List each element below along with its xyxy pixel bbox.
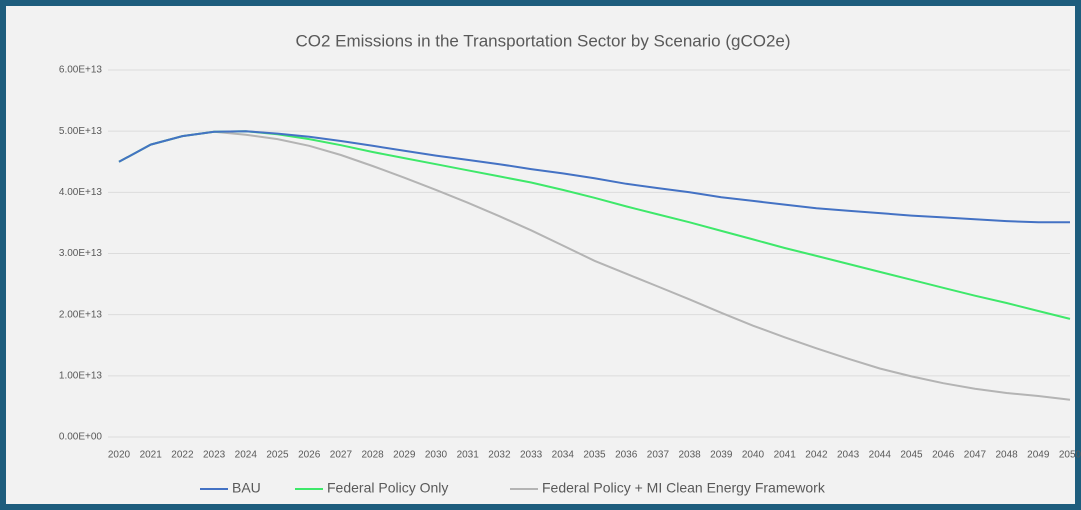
x-tick-label: 2024 (235, 450, 258, 461)
x-tick-label: 2027 (330, 450, 353, 461)
legend-label: BAU (232, 480, 261, 496)
x-tick-label: 2033 (520, 450, 543, 461)
y-tick-label: 1.00E+13 (59, 370, 103, 381)
x-tick-label: 2038 (678, 450, 701, 461)
y-tick-label: 6.00E+13 (59, 65, 103, 76)
x-tick-label: 2026 (298, 450, 321, 461)
x-tick-label: 2034 (552, 450, 575, 461)
x-tick-label: 2028 (361, 450, 384, 461)
x-tick-label: 2032 (488, 450, 511, 461)
series-line (118, 130, 1070, 224)
series-line (118, 130, 1071, 401)
x-tick-label: 2031 (457, 450, 480, 461)
x-tick-label: 2040 (742, 450, 765, 461)
x-tick-label: 2025 (266, 450, 289, 461)
y-tick-label: 5.00E+13 (59, 126, 103, 137)
x-tick-label: 2020 (108, 450, 131, 461)
x-tick-label: 2042 (805, 450, 828, 461)
x-tick-label: 2043 (837, 450, 860, 461)
x-tick-label: 2023 (203, 450, 226, 461)
x-tick-label: 2048 (995, 450, 1018, 461)
x-tick-label: 2036 (615, 450, 638, 461)
x-tick-label: 2035 (583, 450, 606, 461)
y-tick-label: 0.00E+00 (59, 432, 103, 443)
x-tick-label: 2046 (932, 450, 955, 461)
legend-label: Federal Policy + MI Clean Energy Framewo… (542, 480, 826, 496)
x-tick-label: 2041 (774, 450, 797, 461)
x-tick-label: 2044 (869, 450, 892, 461)
chart-title: CO2 Emissions in the Transportation Sect… (295, 31, 790, 50)
x-tick-label: 2050 (1059, 450, 1081, 461)
y-tick-label: 4.00E+13 (59, 187, 103, 198)
x-tick-label: 2021 (140, 450, 163, 461)
legend-label: Federal Policy Only (327, 480, 448, 496)
y-tick-label: 2.00E+13 (59, 309, 103, 320)
x-tick-label: 2045 (900, 450, 923, 461)
x-tick-label: 2037 (647, 450, 670, 461)
x-tick-label: 2039 (710, 450, 733, 461)
x-tick-label: 2029 (393, 450, 416, 461)
x-tick-label: 2047 (964, 450, 987, 461)
x-tick-label: 2030 (425, 450, 448, 461)
x-tick-label: 2049 (1027, 450, 1050, 461)
x-tick-label: 2022 (171, 450, 194, 461)
y-tick-label: 3.00E+13 (59, 248, 103, 259)
